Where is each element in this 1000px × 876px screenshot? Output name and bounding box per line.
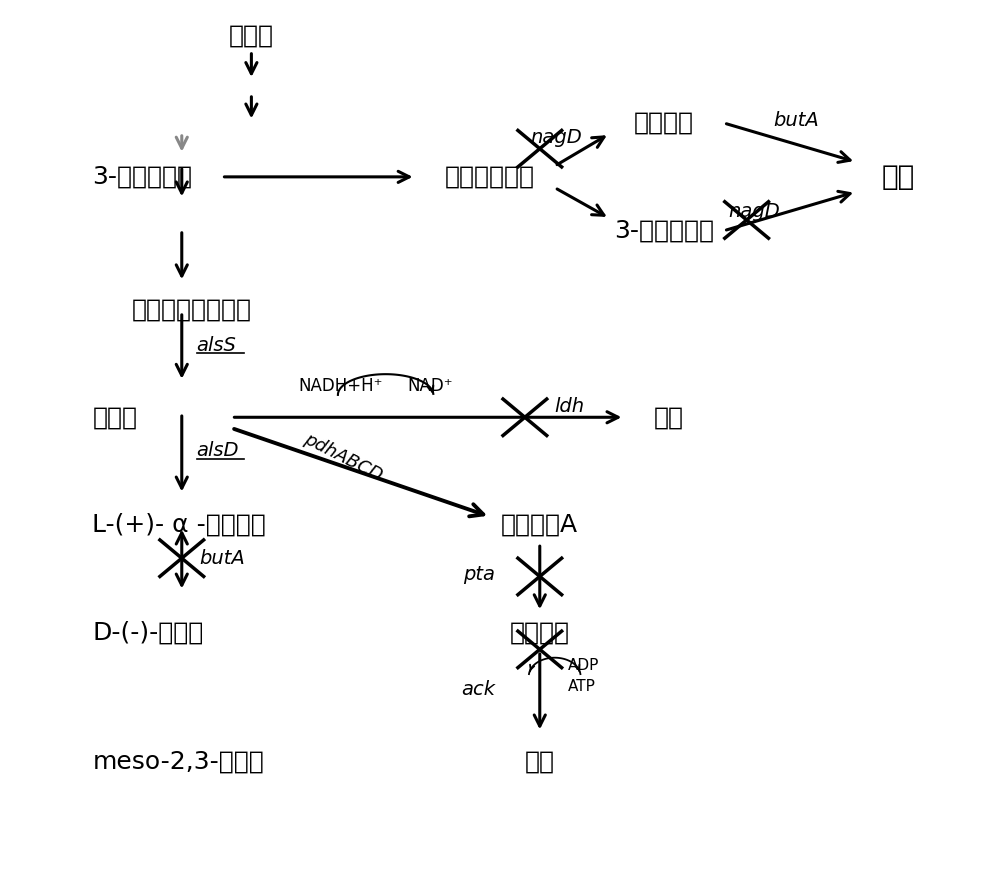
Text: ATP: ATP (568, 679, 595, 694)
Text: 乙酸: 乙酸 (525, 749, 555, 774)
Text: 乙酰辅酶A: 乙酰辅酶A (501, 513, 578, 537)
Text: 3-磷酸甘油醛: 3-磷酸甘油醛 (92, 165, 192, 189)
Text: 葡萄糖: 葡萄糖 (229, 24, 274, 48)
Text: meso-2,3-丁二醇: meso-2,3-丁二醇 (92, 749, 264, 774)
Text: 甘油: 甘油 (881, 163, 914, 191)
Text: 3-磷酸甘油醛: 3-磷酸甘油醛 (614, 219, 714, 243)
Text: 乙酰磷酸: 乙酰磷酸 (510, 621, 570, 645)
Text: NADH+H⁺: NADH+H⁺ (299, 377, 383, 395)
Text: 磷酸二羟丙酮: 磷酸二羟丙酮 (445, 165, 535, 189)
Text: nagD: nagD (729, 202, 780, 221)
Text: pdhABCD: pdhABCD (301, 429, 385, 484)
Text: ADP: ADP (568, 659, 599, 674)
Text: ack: ack (461, 680, 495, 699)
Text: D-(-)-乙偶姻: D-(-)-乙偶姻 (92, 621, 204, 645)
Text: 丙酮酸: 丙酮酸 (92, 406, 137, 429)
Text: nagD: nagD (530, 128, 582, 146)
Text: NAD⁺: NAD⁺ (408, 377, 453, 395)
Text: alsD: alsD (197, 441, 239, 460)
Text: 磷酸烯醇式丙酮酸: 磷酸烯醇式丙酮酸 (132, 298, 252, 321)
Text: 乳酸: 乳酸 (654, 406, 684, 429)
Text: alsS: alsS (197, 336, 237, 355)
Text: butA: butA (773, 111, 819, 130)
Text: 二羟丙酮: 二羟丙酮 (634, 111, 694, 135)
Text: pta: pta (463, 565, 495, 584)
Text: butA: butA (200, 548, 245, 568)
Text: L-(+)- α -乙酰乳酸: L-(+)- α -乙酰乳酸 (92, 513, 266, 537)
Text: ldh: ldh (555, 397, 585, 416)
